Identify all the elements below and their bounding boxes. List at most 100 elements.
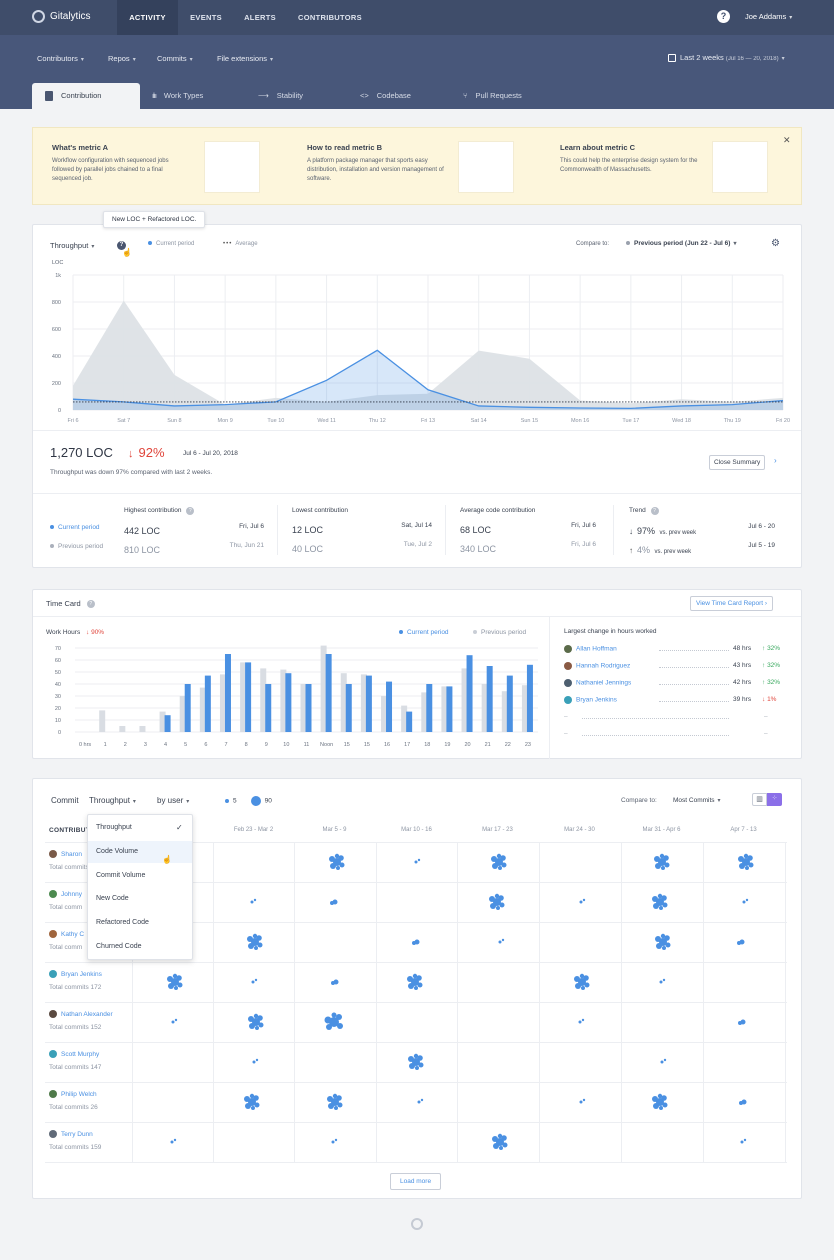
dropdown-item[interactable]: Commit Volume — [96, 871, 146, 879]
commit-bubble[interactable] — [727, 927, 757, 957]
commit-bubble[interactable] — [567, 967, 597, 997]
contributor-cell[interactable]: Nathan Alexander Total commits 152 — [49, 1008, 113, 1034]
tab-contribution[interactable]: Contribution — [32, 83, 140, 109]
commit-bubble[interactable] — [400, 967, 430, 997]
x-tick-label: Wed 18 — [672, 418, 691, 424]
x-tick-label: 16 — [384, 742, 390, 748]
commit-bubble[interactable] — [647, 847, 677, 877]
tab-stability[interactable]: ⟶ Stability — [258, 83, 303, 109]
commit-bubble[interactable] — [238, 967, 268, 997]
throughput-title[interactable]: Throughput ▾ — [50, 241, 94, 250]
commit-bubble[interactable] — [401, 1047, 431, 1077]
compare-select[interactable]: Previous period (Jun 22 - Jul 6) ▾ — [626, 240, 736, 247]
tab-pull-requests[interactable]: ⑂ Pull Requests — [463, 83, 522, 109]
commit-bubble[interactable] — [482, 887, 512, 917]
commit-bubble[interactable] — [729, 1087, 759, 1117]
metric-select[interactable]: Throughput ▾ — [89, 796, 136, 805]
commit-bubble[interactable] — [731, 847, 761, 877]
dropdown-item[interactable]: New Code — [96, 895, 129, 903]
commit-bubble[interactable] — [728, 1007, 758, 1037]
commit-bubble[interactable] — [648, 927, 678, 957]
commit-bubble[interactable] — [320, 1087, 350, 1117]
help-circle-icon[interactable]: ? — [650, 507, 659, 515]
filter-repos[interactable]: Repos ▾ — [108, 54, 136, 63]
compare-select[interactable]: Most Commits ▾ — [673, 797, 721, 804]
nav-alerts[interactable]: ALERTS — [244, 13, 276, 22]
tab-codebase[interactable]: <> Codebase — [360, 83, 411, 109]
bubble-dot — [579, 900, 583, 904]
nav-events[interactable]: EVENTS — [190, 13, 222, 22]
help-circle-icon[interactable]: ? — [86, 600, 95, 609]
bubble-dot — [654, 856, 660, 862]
close-icon[interactable]: ✕ — [783, 135, 791, 145]
commit-bubble[interactable] — [401, 847, 431, 877]
commit-bubble[interactable] — [237, 1087, 267, 1117]
commit-bubble[interactable] — [160, 967, 190, 997]
contributor-cell[interactable]: Bryan Jenkins Total commits 172 — [49, 968, 102, 994]
commit-bubble[interactable] — [727, 1127, 757, 1157]
filter-commits[interactable]: Commits ▾ — [157, 54, 193, 63]
contributor-cell[interactable]: Philip Welch Total commits 26 — [49, 1088, 98, 1114]
dropdown-item[interactable]: Throughput — [96, 824, 132, 831]
commit-bubble[interactable] — [485, 927, 515, 957]
commit-bubble[interactable] — [566, 1087, 596, 1117]
person-row[interactable]: Hannah Rodriguez 43 hrs ↑ 32% — [564, 662, 788, 679]
timecard-card: Time Card? View Time Card Report › Work … — [32, 589, 802, 759]
contributor-cell[interactable]: Johnny Total comm — [49, 888, 82, 914]
commit-bubble[interactable] — [322, 847, 352, 877]
person-row[interactable]: Bryan Jenkins 39 hrs ↓ 1% — [564, 696, 788, 713]
commit-bubble[interactable] — [484, 847, 514, 877]
commit-bubble[interactable] — [647, 1047, 677, 1077]
dropdown-item[interactable]: Code Volume — [96, 847, 139, 855]
help-icon[interactable]: ? — [717, 10, 730, 23]
contributor-cell[interactable]: Sharon Total commits — [49, 848, 89, 874]
view-report-button[interactable]: View Time Card Report › — [690, 596, 774, 611]
by-user-select[interactable]: by user ▾ — [157, 796, 189, 805]
commit-bubble[interactable] — [239, 1047, 269, 1077]
bar-view-toggle[interactable]: ▥ — [752, 793, 767, 806]
commit-bubble[interactable] — [158, 1007, 188, 1037]
gear-icon[interactable]: ⚙ — [771, 238, 780, 249]
commit-bubble[interactable] — [157, 1127, 187, 1157]
person-row[interactable]: Nathaniel Jennings 42 hrs ↑ 32% — [564, 679, 788, 696]
commit-bubble[interactable] — [565, 1007, 595, 1037]
contributor-cell[interactable]: Kathy C Total comm — [49, 928, 84, 954]
dropdown-item[interactable]: Refactored Code — [96, 919, 149, 927]
contributor-name: Bryan Jenkins — [61, 971, 102, 978]
tab-work-types[interactable]: ılıı Work Types — [152, 83, 203, 109]
help-circle-icon[interactable]: ? — [186, 507, 195, 515]
contributor-cell[interactable]: Scott Murphy Total commits 147 — [49, 1048, 101, 1074]
help-circle-icon[interactable]: ? — [117, 241, 126, 250]
nav-contributors[interactable]: CONTRIBUTORS — [298, 13, 362, 22]
commit-bubble[interactable] — [646, 967, 676, 997]
commit-bubble[interactable] — [729, 887, 759, 917]
commit-bubble[interactable] — [402, 927, 432, 957]
commit-bubble[interactable] — [237, 887, 267, 917]
user-menu[interactable]: Joe Addams ▾ — [745, 12, 792, 21]
commit-bubble[interactable] — [321, 967, 351, 997]
person-row[interactable]: Allan Hoffman 48 hrs ↑ 32% — [564, 645, 788, 662]
bubble-view-toggle[interactable]: ⁘ — [767, 793, 782, 806]
commit-bubble[interactable] — [240, 927, 270, 957]
commit-bubble[interactable] — [645, 1087, 675, 1117]
commit-bubble[interactable] — [241, 1007, 271, 1037]
commit-bubble[interactable] — [318, 1127, 348, 1157]
bubble-dot — [496, 906, 500, 910]
metric-dropdown-menu: ✓ ☝ Throughput Code Volume Commit Volume Ne… — [87, 814, 193, 960]
contributor-cell[interactable]: Terry Dunn Total commits 159 — [49, 1128, 101, 1154]
date-range-picker[interactable]: Last 2 weeks (Jul 16 — 20, 2018) ▾ — [668, 53, 785, 63]
commit-bubble[interactable] — [320, 887, 350, 917]
commit-bubble[interactable] — [404, 1087, 434, 1117]
commit-bubble[interactable] — [645, 887, 675, 917]
filter-contributors[interactable]: Contributors ▾ — [37, 54, 84, 63]
x-tick-label: 1 — [104, 742, 107, 748]
load-more-button[interactable]: Load more — [390, 1173, 442, 1190]
commit-bubble[interactable] — [319, 1007, 349, 1037]
dropdown-item[interactable]: Churned Code — [96, 943, 142, 950]
close-summary-button[interactable]: Close Summary — [709, 455, 766, 470]
commit-bubble[interactable] — [566, 887, 596, 917]
nav-activity[interactable]: ACTIVITY — [117, 0, 178, 35]
info-title: What's metric A — [52, 143, 109, 152]
filter-file-extensions[interactable]: File extensions ▾ — [217, 54, 273, 63]
commit-bubble[interactable] — [485, 1127, 515, 1157]
